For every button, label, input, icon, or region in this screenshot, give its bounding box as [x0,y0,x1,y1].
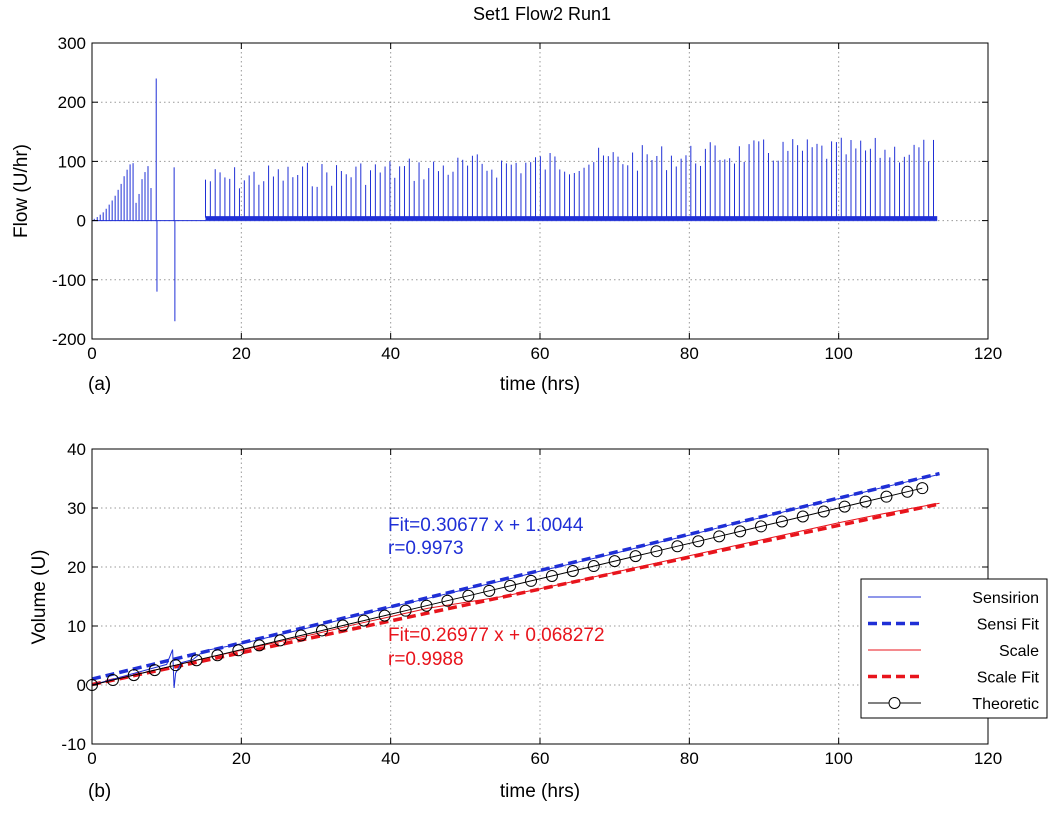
legend-label-theoretic: Theoretic [972,696,1039,713]
legend: Sensirion Sensi Fit Scale Scale Fit Theoreti… [860,578,1048,719]
series-theoretic-marker [399,604,412,617]
legend-label-sensi-fit: Sensi Fit [977,617,1040,634]
legend-box [860,578,1048,719]
y-tick-label: -100 [52,271,86,290]
series-theoretic-marker [838,500,851,513]
series-theoretic-marker [755,520,768,533]
x-tick-label: 20 [232,749,251,768]
flow-baseline-band [205,216,938,221]
figure-title: Set1 Flow2 Run1 [473,4,611,24]
series-theoretic-marker [148,664,161,677]
series-theoretic-marker [525,574,538,587]
panel-b-ylabel: Volume (U) [29,549,50,644]
series-theoretic-marker [127,669,140,682]
series-theoretic-marker [817,505,830,518]
series-theoretic-marker [775,515,788,528]
x-tick-label: 120 [974,749,1002,768]
panel-b-series [86,471,940,691]
legend-label-sensirion: Sensirion [972,590,1039,607]
series-theoretic-marker [859,495,872,508]
y-tick-label: 0 [77,676,86,695]
y-tick-label: 10 [67,617,86,636]
x-tick-label: 60 [531,344,550,363]
series-theoretic-marker [587,560,600,573]
series-theoretic-marker [106,674,119,687]
series-theoretic-marker [211,649,224,662]
panel-a-ticks: 0 20 40 60 80 100 120 -200 -100 0 100 200 300 [52,34,1002,363]
panel-a: 0 20 40 60 80 100 120 -200 -100 0 100 200 300 time (… [11,34,1002,395]
series-theoretic-marker [274,634,287,647]
series-theoretic-marker [315,624,328,637]
series-theoretic-marker [880,490,893,503]
annotation-scale-fit: Fit=0.26977 x + 0.068272 [388,625,605,646]
y-tick-label: 40 [67,440,86,459]
series-theoretic-marker [671,540,684,553]
panel-a-label: (a) [88,374,111,395]
panel-b-xlabel: time (hrs) [500,781,580,802]
y-tick-label: 200 [58,93,86,112]
series-theoretic-marker [901,485,914,498]
legend-marker-theoretic [888,697,901,709]
x-tick-label: 80 [680,344,699,363]
panel-a-series [92,78,938,322]
annotation-scale-r: r=0.9988 [388,649,464,670]
series-theoretic-marker [566,565,579,578]
y-tick-label: -200 [52,330,86,349]
x-tick-label: 40 [381,344,400,363]
series-theoretic-marker [734,525,747,538]
x-tick-label: 120 [974,344,1002,363]
series-theoretic-line [91,487,923,686]
series-theoretic-marker [295,629,308,642]
series-theoretic-marker [713,530,726,543]
series-theoretic-marker [169,659,182,672]
series-theoretic-marker [336,619,349,632]
series-theoretic-marker [916,482,929,495]
panel-b-grid [92,449,988,744]
y-tick-label: 300 [58,34,86,53]
annotation-sensi-r: r=0.9973 [388,538,464,559]
series-theoretic-marker [796,510,809,523]
series-theoretic-marker [483,584,496,597]
series-theoretic-marker [462,589,475,602]
x-tick-label: 60 [531,749,550,768]
series-theoretic-marker [420,599,433,612]
series-theoretic-marker [629,550,642,563]
series-theoretic-marker [378,609,391,622]
panel-a-ylabel: Flow (U/hr) [11,144,32,238]
panel-b-plot-area [92,449,988,744]
x-tick-label: 80 [680,749,699,768]
y-tick-label: 100 [58,152,86,171]
x-tick-label: 0 [87,344,96,363]
panel-a-xlabel: time (hrs) [500,374,580,395]
legend-label-scale-fit: Scale Fit [977,670,1040,687]
y-tick-label: 20 [67,558,86,577]
x-tick-label: 0 [87,749,96,768]
series-theoretic-marker [232,644,245,657]
x-tick-label: 100 [824,749,852,768]
y-tick-label: -10 [61,735,86,754]
series-theoretic-marker [545,569,558,582]
x-tick-label: 20 [232,344,251,363]
series-theoretic-marker [650,545,663,558]
series-sensi-fit-line [91,471,940,681]
x-tick-label: 100 [824,344,852,363]
series-theoretic-marker [190,654,203,667]
series-theoretic-marker [504,579,517,592]
y-tick-label: 0 [77,212,86,231]
series-theoretic-marker [253,639,266,652]
annotation-sensi-fit: Fit=0.30677 x + 1.0044 [388,515,584,536]
y-tick-label: 30 [67,499,86,518]
series-theoretic-marker [608,555,621,568]
legend-label-scale: Scale [999,643,1039,660]
x-tick-label: 40 [381,749,400,768]
series-theoretic-marker [692,535,705,548]
series-theoretic-marker [441,594,454,607]
series-theoretic-marker [357,614,370,627]
series-scale-fit-line [91,502,940,687]
panel-b-label: (b) [88,781,111,802]
